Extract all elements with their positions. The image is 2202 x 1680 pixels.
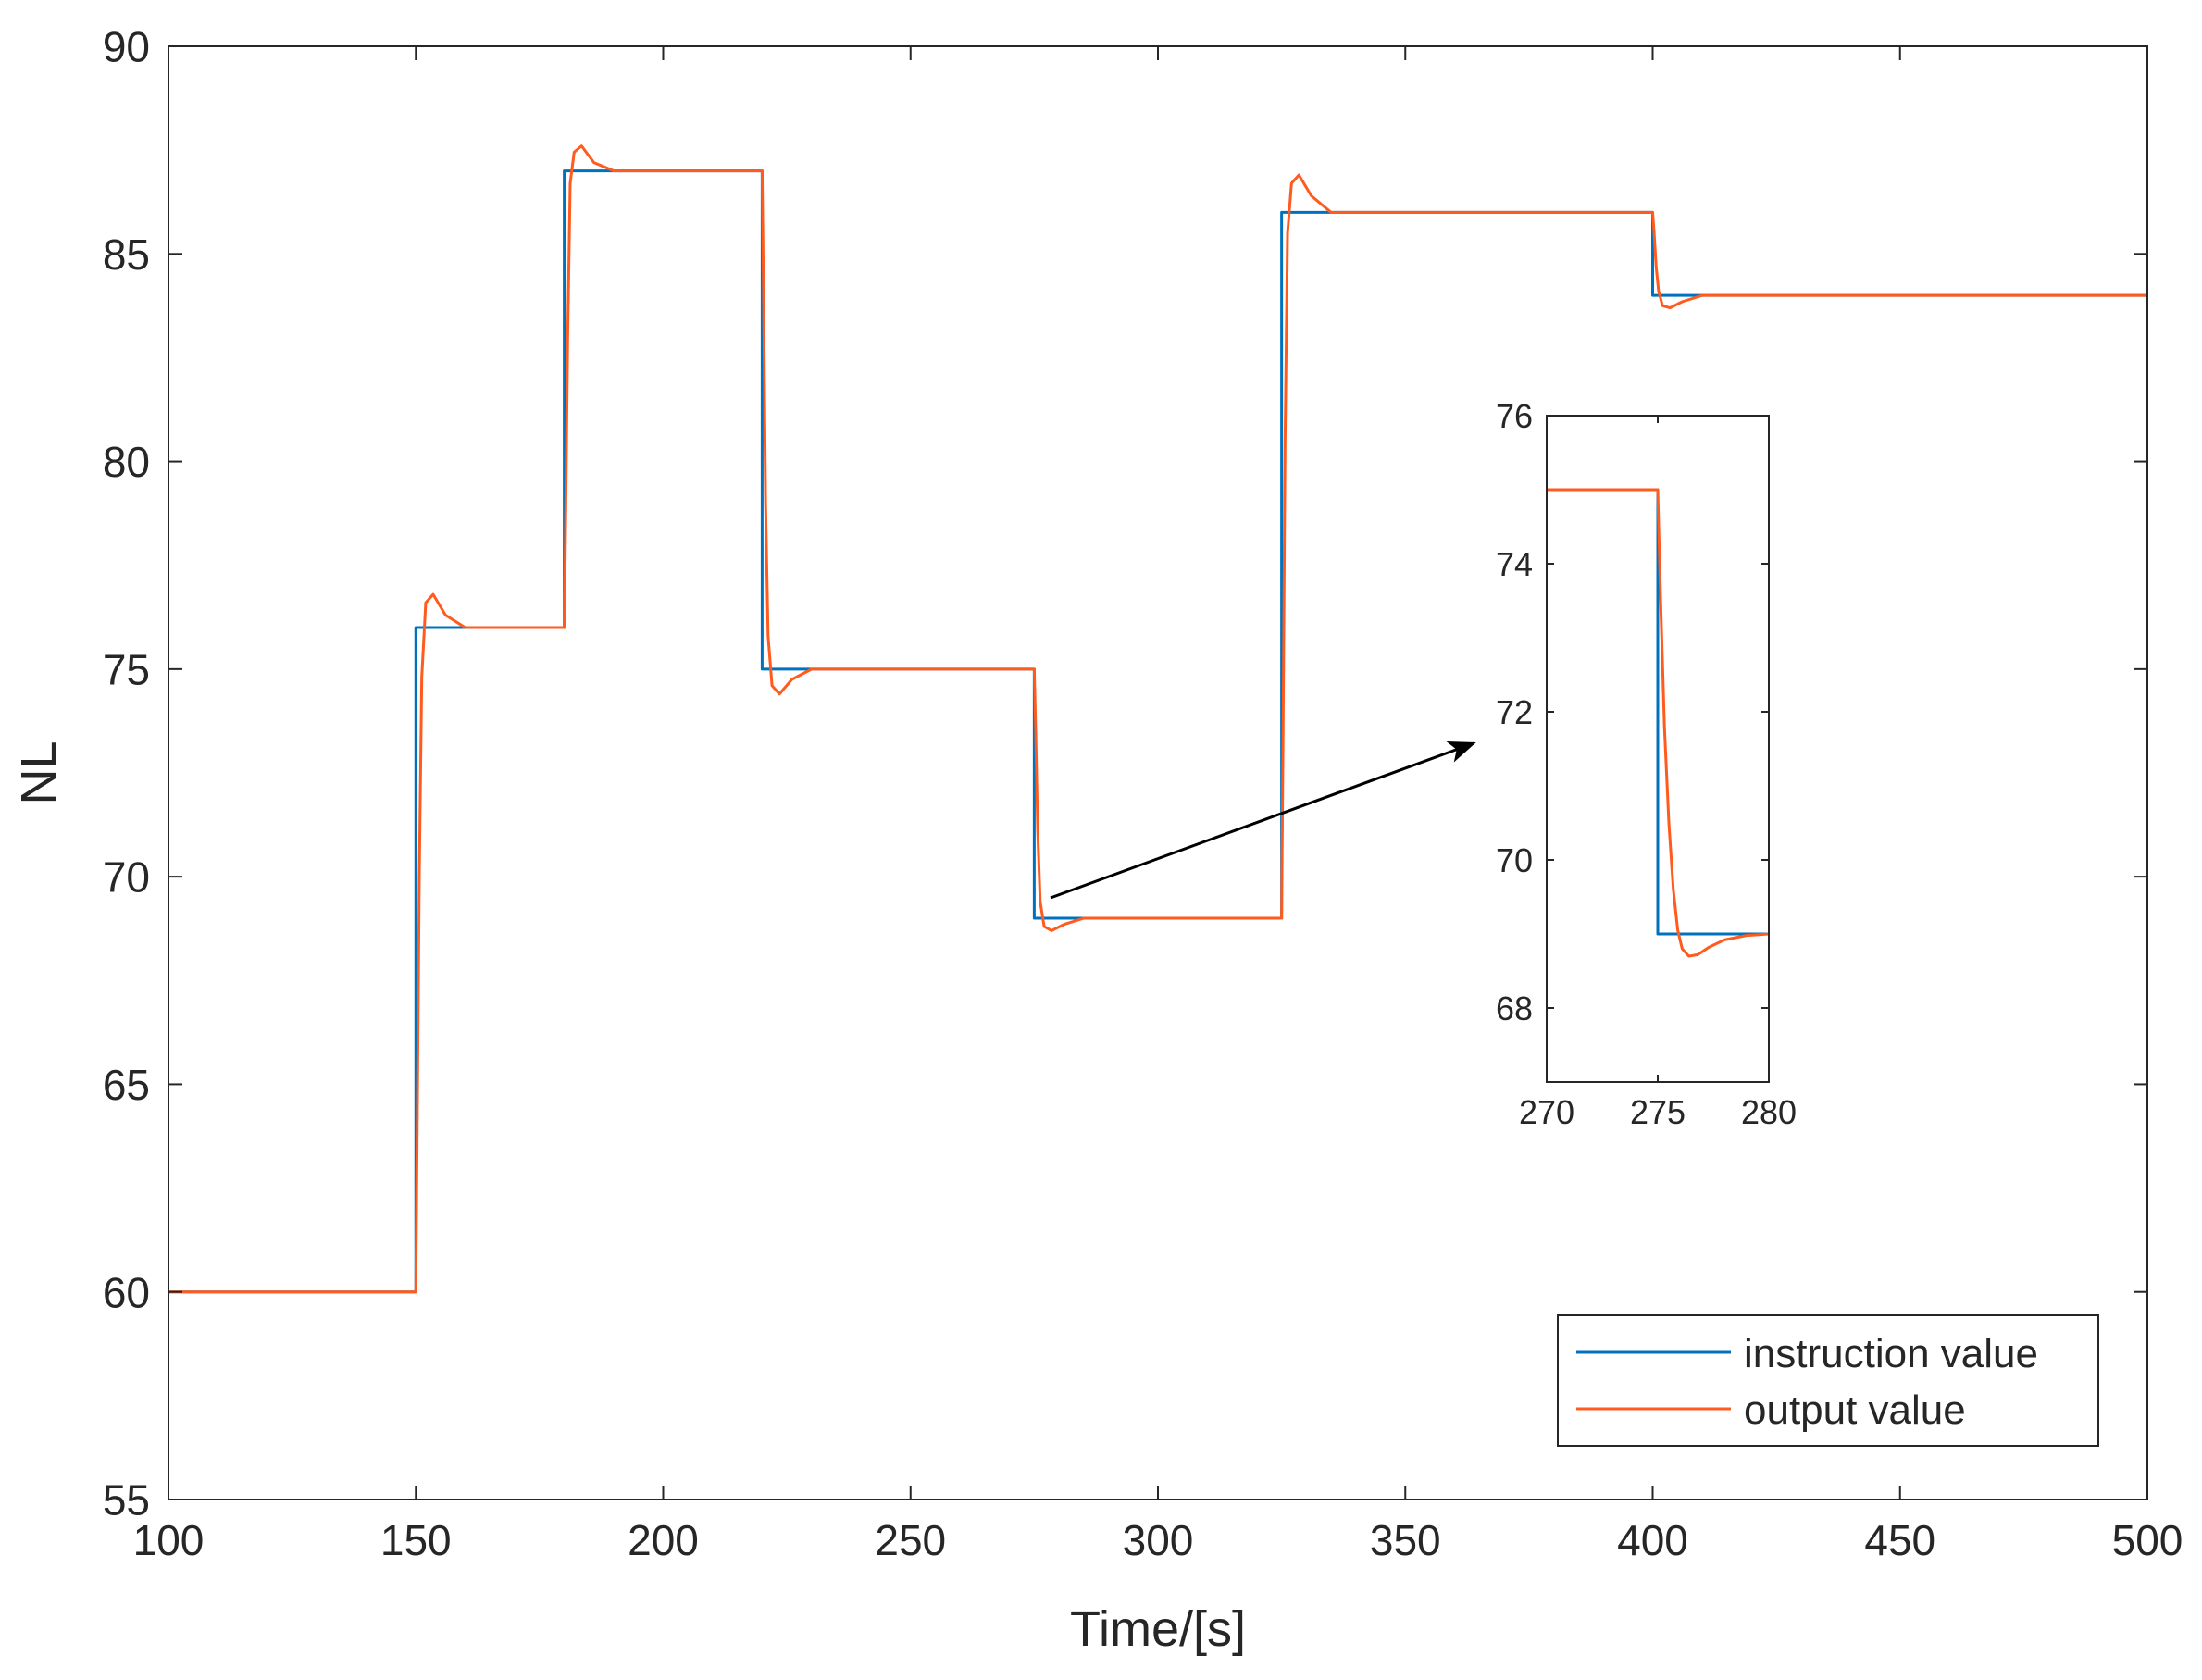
inset-series-group [1547, 488, 1769, 958]
legend-box [1557, 1314, 2099, 1447]
legend-label-output-value: output value [1744, 1388, 1966, 1433]
main-x-tick-label: 450 [1864, 1516, 1935, 1564]
legend-label-instruction-value: instruction value [1744, 1331, 2038, 1376]
main-ticks-group: 100 150 200 250 300 350 400 450 500 55 60 65 70 75 80 8… [103, 23, 2183, 1564]
zoom-arrow [1050, 740, 1476, 900]
main-x-tick-label: 200 [628, 1516, 699, 1564]
inset-y-tick-label: 70 [1496, 841, 1533, 879]
main-y-tick-label: 75 [103, 645, 150, 693]
legend: instruction value output value [1557, 1314, 2099, 1447]
inset-x-tick-label: 280 [1741, 1093, 1797, 1131]
main-x-tick-label: 300 [1123, 1516, 1194, 1564]
inset-x-tick-label: 270 [1519, 1093, 1574, 1131]
main-plot-area [168, 46, 2147, 1500]
main-x-tick-label: 250 [875, 1516, 946, 1564]
main-plot: 100 150 200 250 300 350 400 450 500 55 60 65 70 75 80 8… [11, 23, 2183, 1657]
inset-y-tick-label: 68 [1496, 989, 1533, 1027]
main-y-tick-label: 80 [103, 438, 150, 486]
inset-series-line-output-value [1547, 488, 1769, 958]
main-y-tick-label: 85 [103, 230, 150, 279]
inset-ticks-group: 270 275 280 68 70 72 74 76 [1496, 397, 1797, 1131]
main-y-tick-label: 55 [103, 1476, 150, 1524]
main-x-tick-label: 500 [2112, 1516, 2183, 1564]
inset-x-tick-label: 275 [1630, 1093, 1686, 1131]
main-y-tick-label: 65 [103, 1061, 150, 1109]
main-x-tick-label: 100 [133, 1516, 205, 1564]
main-x-tick-label: 400 [1617, 1516, 1688, 1564]
main-y-tick-label: 60 [103, 1268, 150, 1316]
inset-y-tick-label: 72 [1496, 693, 1533, 731]
main-series-group [168, 144, 2147, 1294]
y-axis-title: NL [11, 740, 67, 804]
main-x-tick-label: 350 [1370, 1516, 1441, 1564]
main-x-tick-label: 150 [380, 1516, 452, 1564]
inset-plot: 270 275 280 68 70 72 74 76 [1496, 397, 1797, 1131]
main-y-tick-label: 70 [103, 853, 150, 902]
zoom-arrow-line [1050, 740, 1476, 900]
x-axis-title: Time/[s] [1070, 1601, 1246, 1657]
main-y-tick-label: 90 [103, 23, 150, 71]
main-series-line-output-value [168, 144, 2147, 1294]
inset-y-tick-label: 76 [1496, 397, 1533, 435]
inset-y-tick-label: 74 [1496, 545, 1533, 583]
